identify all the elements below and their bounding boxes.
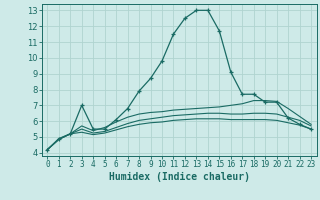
X-axis label: Humidex (Indice chaleur): Humidex (Indice chaleur) [109,172,250,182]
